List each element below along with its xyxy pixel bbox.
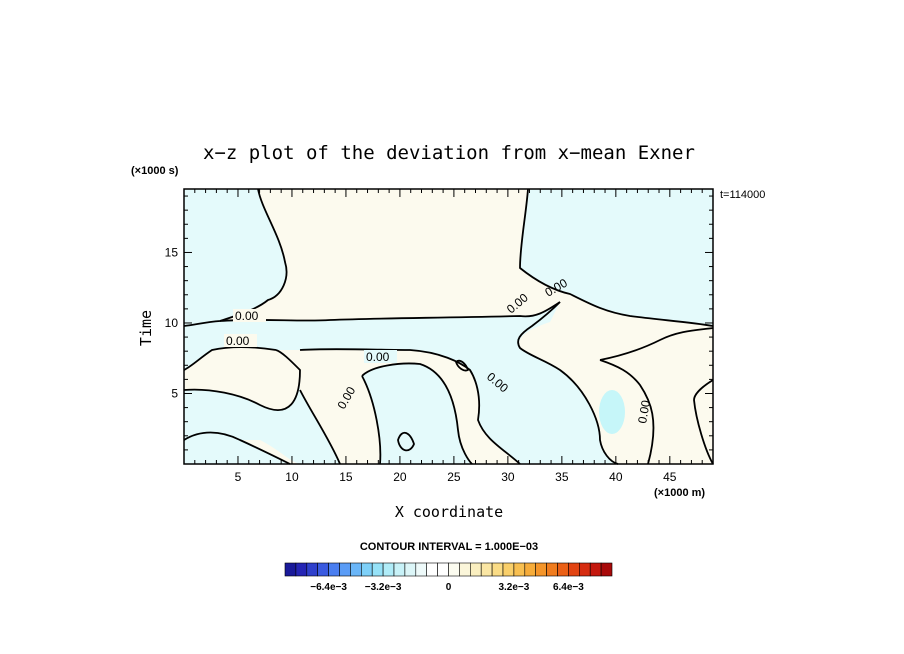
colorbar-swatch	[502, 562, 515, 577]
contour-line-lower-left	[183, 349, 301, 411]
colorbar-tick-label: 6.4e−3	[553, 582, 584, 593]
colorbar-swatch	[459, 562, 471, 577]
colorbar-swatch	[524, 562, 536, 577]
plot-frame	[183, 188, 714, 465]
x-tick-label: 25	[447, 470, 461, 484]
colorbar-swatch	[382, 562, 395, 577]
minimum-region	[599, 390, 625, 434]
colorbar-swatch	[437, 562, 449, 577]
contour-label: 0.00	[635, 399, 653, 425]
x-tick-label: 5	[235, 470, 242, 484]
colorbar-swatch	[589, 562, 602, 577]
x-tick-label: 15	[339, 470, 353, 484]
y-tick-label: 10	[165, 316, 179, 330]
contour-label: 0.00	[366, 350, 390, 364]
colorbar-swatch	[350, 562, 362, 577]
colorbar-swatch	[448, 562, 460, 577]
zero-contours	[183, 188, 714, 465]
x-tick-label: 35	[555, 470, 569, 484]
colorbar-swatch	[415, 562, 427, 577]
colorbar-tick-label: −6.4e−3	[310, 582, 347, 593]
y-tick-label: 5	[171, 386, 178, 400]
x-unit-label: (×1000 m)	[654, 487, 705, 499]
colorbar-swatch	[306, 562, 318, 577]
negative-region-middle-band	[184, 302, 618, 464]
x-tick-label: 45	[663, 470, 677, 484]
colorbar-swatch	[295, 562, 308, 577]
colorbar-tick-label: 0	[446, 582, 452, 593]
contour-line-right-edge	[693, 379, 714, 465]
contour-label: 0.00	[235, 309, 259, 323]
chart-title: x−z plot of the deviation from x−mean Ex…	[203, 142, 695, 164]
colorbar-swatch	[360, 562, 373, 577]
contour-line-center-right	[361, 375, 382, 465]
colorbar-swatch	[546, 562, 558, 577]
colorbar-swatch	[339, 562, 351, 577]
negative-region-lower-left	[184, 432, 290, 464]
colorbar-swatch	[426, 562, 438, 577]
colorbar-swatch	[480, 562, 493, 577]
negative-region-upper-right	[520, 189, 713, 326]
time-label: t=114000	[720, 189, 765, 201]
colorbar-swatch	[568, 562, 580, 577]
negative-region-upper-left	[184, 189, 288, 326]
x-tick-label: 40	[609, 470, 623, 484]
contour-line-right-inner	[599, 359, 655, 465]
colorbar-swatch	[284, 562, 297, 577]
y-tick-label: 15	[165, 245, 179, 259]
colorbar-swatch	[317, 562, 329, 577]
contour-line-middle-band	[183, 301, 561, 371]
contour-line-center-inner	[361, 362, 473, 465]
colorbar-swatch	[491, 562, 504, 577]
colorbar-tick-label: −3.2e−3	[365, 582, 402, 593]
contour-line-small-loop-2	[455, 359, 469, 372]
x-tick-label: 10	[285, 470, 299, 484]
y-unit-label: (×1000 s)	[131, 165, 179, 177]
x-axis-label: X coordinate	[395, 503, 503, 521]
x-tick-label: 20	[393, 470, 407, 484]
colorbar: −6.4e−3 −3.2e−3 0 3.2e−3 6.4e−3	[284, 562, 613, 593]
colorbar-swatch	[371, 562, 384, 577]
negative-regions	[184, 189, 713, 464]
colorbar-swatch	[393, 562, 406, 577]
colorbar-swatch	[535, 562, 547, 577]
colorbar-tick-label: 3.2e−3	[498, 582, 529, 593]
contour-line-right-lower	[599, 327, 714, 361]
positive-region-right	[600, 328, 713, 464]
y-axis-label: Time	[137, 310, 155, 346]
contour-line-bottom-left	[183, 431, 291, 465]
contour-label: 0.00	[226, 334, 250, 348]
axes: 5 10 15 20 25 30 35 40 45 5 10 15	[165, 189, 713, 484]
contour-line-center-left	[299, 389, 341, 465]
colorbar-swatch	[469, 562, 482, 577]
colorbar-swatch	[600, 562, 613, 577]
contour-line-small-loop-1	[397, 431, 415, 452]
contour-interval: CONTOUR INTERVAL = 1.000E−03	[360, 541, 538, 553]
colorbar-swatch	[578, 562, 591, 577]
contour-line-right-upper	[517, 301, 619, 465]
colorbar-swatch	[328, 562, 340, 577]
x-tick-label: 30	[501, 470, 515, 484]
colorbar-swatch	[513, 562, 526, 577]
colorbar-swatch	[404, 562, 417, 577]
contour-line-upper-left	[183, 188, 288, 327]
contour-line-upper-right	[519, 188, 714, 327]
colorbar-swatch	[557, 562, 569, 577]
